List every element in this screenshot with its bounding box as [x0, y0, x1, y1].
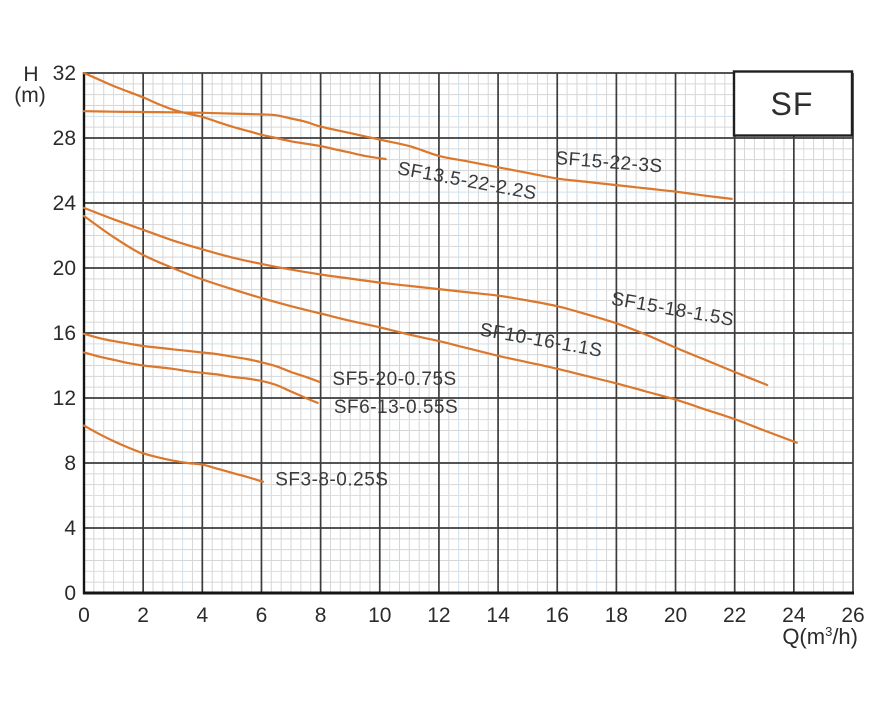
legend-label: SF	[771, 86, 814, 122]
x-tick-label-18: 18	[605, 604, 628, 627]
curve-sf13-5-22-2-2s	[82, 71, 387, 161]
curve-sf5-20-0-75s	[82, 332, 321, 383]
x-tick-label-10: 10	[368, 604, 391, 627]
x-tick-label-4: 4	[196, 604, 208, 627]
x-tick-label-14: 14	[486, 604, 510, 627]
y-tick-label-24: 24	[53, 192, 77, 215]
y-tick-label-12: 12	[53, 387, 76, 410]
y-axis-title-h: H	[23, 63, 38, 86]
x-tick-label-20: 20	[664, 604, 687, 627]
x-tick-label-2: 2	[137, 604, 149, 627]
curve-sf10-16-1-1s	[82, 214, 798, 444]
y-tick-label-20: 20	[53, 257, 76, 280]
x-tick-label-12: 12	[427, 604, 450, 627]
y-tick-label-8: 8	[64, 452, 76, 475]
y-tick-label-28: 28	[53, 127, 76, 150]
curve-label-sf15-22-3s: SF15-22-3S	[555, 148, 664, 177]
x-axis-title: Q(m3/h)	[782, 624, 858, 649]
x-tick-label-24: 24	[782, 604, 806, 627]
x-tick-label-8: 8	[315, 604, 327, 627]
curve-label-sf6-13-0-55s: SF6-13-0.55S	[334, 397, 458, 418]
y-tick-label-0: 0	[64, 582, 76, 605]
x-tick-label-0: 0	[78, 604, 90, 627]
x-tick-label-16: 16	[546, 604, 569, 627]
curve-label-sf13-5-22-2-2s: SF13.5-22-2.2S	[396, 158, 539, 204]
curve-label-sf5-20-0-75s: SF5-20-0.75S	[332, 369, 456, 390]
y-tick-label-16: 16	[53, 322, 76, 345]
y-tick-label-4: 4	[64, 517, 76, 540]
x-tick-label-26: 26	[841, 604, 864, 627]
curve-sf15-18-1-5s	[82, 206, 769, 387]
x-tick-label-22: 22	[723, 604, 746, 627]
curve-sf3-8-0-25s	[82, 424, 264, 483]
legend-box	[732, 70, 854, 137]
y-tick-label-32: 32	[53, 62, 76, 85]
curve-sf6-13-0-55s	[82, 351, 319, 404]
y-axis-title-unit: (m)	[14, 84, 45, 107]
curve-label-sf3-8-0-25s: SF3-8-0.25S	[275, 470, 388, 491]
curve-sf15-22-3s	[82, 110, 733, 200]
curve-label-sf15-18-1-5s: SF15-18-1.5S	[610, 289, 736, 331]
x-tick-label-6: 6	[256, 604, 268, 627]
